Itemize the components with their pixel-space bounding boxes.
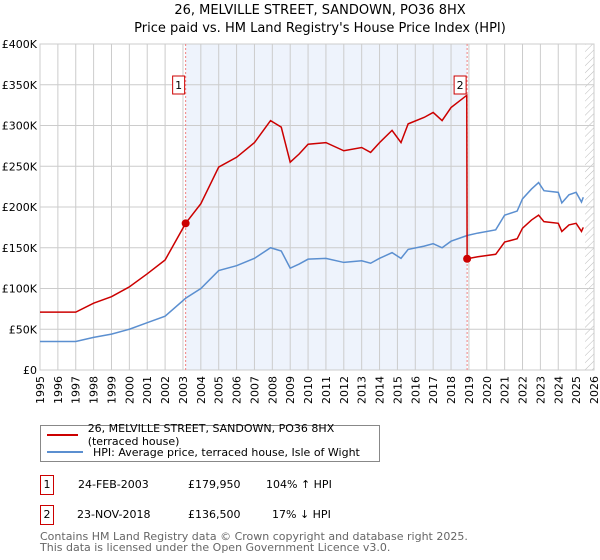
y-tick-label: £400K (2, 38, 38, 51)
sale-price: £179,950 (188, 478, 241, 491)
y-tick-label: £300K (2, 120, 38, 133)
x-tick-label: 2015 (391, 376, 404, 404)
legend: 26, MELVILLE STREET, SANDOWN, PO36 8HX (… (40, 422, 380, 462)
red-line-icon (47, 434, 78, 436)
x-tick-label: 1996 (52, 376, 65, 404)
x-tick-label: 2017 (427, 376, 440, 404)
sale-row: 1 24-FEB-2003 £179,950 104% ↑ HPI (40, 475, 440, 495)
x-tick-label: 2011 (320, 376, 333, 404)
sale-badge: 1 (40, 475, 54, 495)
chart-subtitle: Price paid vs. HM Land Registry's House … (134, 21, 506, 36)
x-tick-label: 2010 (302, 376, 315, 404)
x-tick-label: 2024 (552, 376, 565, 404)
x-tick-label: 2019 (463, 376, 476, 404)
hpi-line (40, 181, 584, 343)
y-tick-label: £250K (2, 160, 38, 173)
y-tick-label: £150K (2, 242, 38, 255)
x-tick-label: 2003 (177, 376, 190, 404)
blue-line-icon (47, 451, 83, 453)
price-paid-line (40, 93, 584, 313)
legend-item-hpi: HPI: Average price, terraced house, Isle… (47, 444, 360, 460)
price-chart: 1995 1996 1997 1998 1999 2000 2001 2002 2003 2004… (2, 38, 600, 404)
y-tick-label: £350K (2, 79, 38, 92)
x-tick-label: 2013 (356, 376, 369, 404)
copyright-text: Contains HM Land Registry data © Crown c… (40, 530, 468, 543)
y-tick-label: £0 (23, 364, 37, 377)
chart-title: 26, MELVILLE STREET, SANDOWN, PO36 8HX (174, 3, 466, 18)
sale-date: 24-FEB-2003 (78, 478, 149, 491)
annotation-badge (453, 75, 467, 95)
plot-frame (39, 43, 595, 371)
licence-text: This data is licensed under the Open Gov… (40, 541, 391, 554)
x-tick-label: 2026 (588, 376, 600, 404)
sale-row: 2 23-NOV-2018 £136,500 17% ↓ HPI (40, 505, 440, 525)
x-tick-label: 2004 (195, 376, 208, 404)
x-tick-label: 2020 (481, 376, 494, 404)
x-tick-label: 1995 (34, 376, 47, 404)
x-tick-label: 1998 (88, 376, 101, 404)
x-tick-label: 2018 (445, 376, 458, 404)
footer: Contains HM Land Registry data © Crown c… (40, 531, 468, 553)
x-tick-label: 2002 (159, 376, 172, 404)
annotation-badge (172, 75, 186, 95)
x-tick-label: 2025 (570, 376, 583, 404)
annotation-label: 1 (175, 79, 182, 92)
y-tick-label: £200K (2, 201, 38, 214)
sale-badge: 2 (40, 505, 54, 525)
x-tick-label: 2001 (141, 376, 154, 404)
legend-label: 26, MELVILLE STREET, SANDOWN, PO36 8HX (… (87, 422, 335, 448)
x-tick-label: 2005 (213, 376, 226, 404)
x-tick-label: 2006 (231, 376, 244, 404)
x-tick-label: 2016 (409, 376, 422, 404)
x-tick-label: 2008 (266, 376, 279, 404)
legend-item-property: 26, MELVILLE STREET, SANDOWN, PO36 8HX (… (47, 422, 379, 448)
x-tick-label: 2012 (338, 376, 351, 404)
x-tick-label: 2000 (123, 376, 136, 404)
y-tick-label: £100K (2, 283, 38, 296)
x-tick-label: 2022 (517, 376, 530, 404)
x-tick-label: 2014 (374, 376, 387, 404)
x-tick-label: 1999 (105, 376, 118, 404)
sale-point (463, 254, 472, 263)
sale-date: 23-NOV-2018 (77, 508, 151, 521)
sale-hpi: 104% ↑ HPI (266, 478, 332, 491)
y-tick-label: £50K (9, 323, 38, 336)
annotation-label: 2 (457, 79, 464, 92)
legend-label: HPI: Average price, terraced house, Isle… (93, 445, 360, 459)
sale-price: £136,500 (188, 508, 241, 521)
x-tick-label: 2009 (284, 376, 297, 404)
x-tick-label: 2023 (534, 376, 547, 404)
sale-point (181, 219, 190, 228)
x-tick-label: 2021 (499, 376, 512, 404)
sale-hpi: 17% ↓ HPI (272, 508, 331, 521)
x-tick-label: 2007 (248, 376, 261, 404)
x-tick-label: 1997 (70, 376, 83, 404)
